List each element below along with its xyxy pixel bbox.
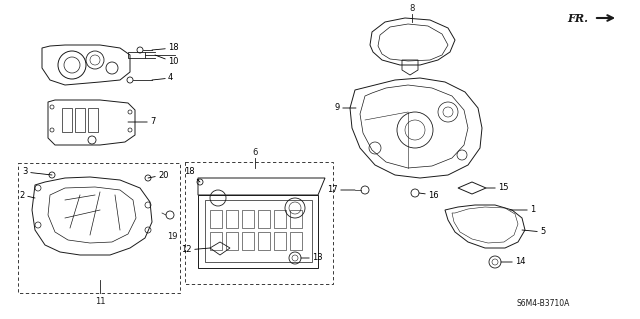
Text: 19: 19 [167,232,177,241]
Text: 1: 1 [510,205,535,214]
Bar [18,163,180,293]
Text: 20: 20 [148,170,168,180]
Text: 8: 8 [410,4,415,13]
Text: 14: 14 [501,257,525,266]
Text: 2: 2 [20,190,35,199]
Text: S6M4-B3710A: S6M4-B3710A [516,299,570,308]
Text: 16: 16 [419,190,438,199]
Text: 4: 4 [152,73,173,83]
Text: 10: 10 [155,55,179,66]
Text: 7: 7 [128,117,156,127]
Text: 3: 3 [22,167,52,176]
Text: FR.: FR. [567,12,588,24]
Text: 5: 5 [522,227,545,236]
Text: 15: 15 [486,183,509,192]
Text: 12: 12 [182,246,210,255]
Text: 11: 11 [95,297,105,306]
Text: 9: 9 [335,103,356,113]
Text: 17: 17 [328,186,355,195]
Text: 13: 13 [301,254,323,263]
Text: 18: 18 [152,43,179,53]
Bar [185,162,333,284]
Text: 18: 18 [184,167,200,182]
Text: 6: 6 [252,148,258,157]
